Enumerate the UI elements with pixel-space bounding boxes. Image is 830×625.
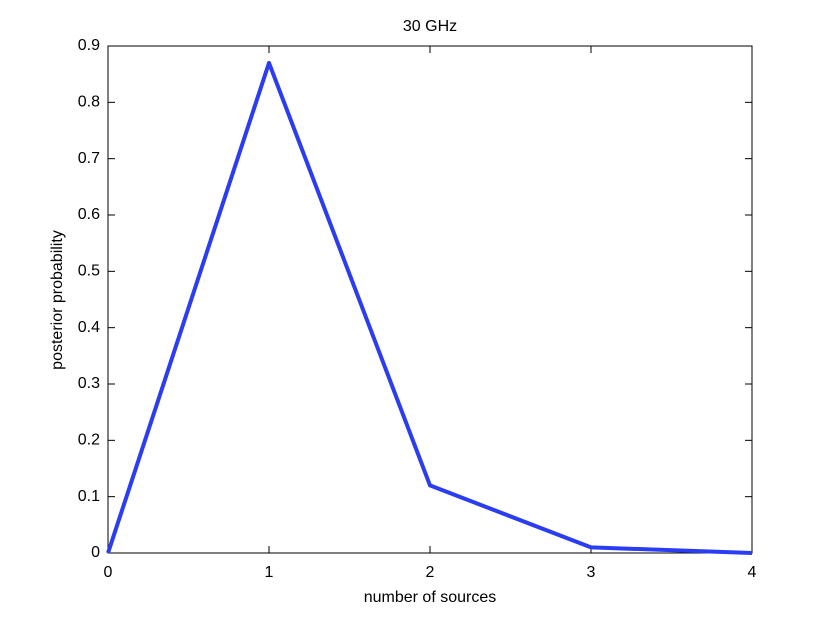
y-tick-label: 0.4	[78, 319, 100, 336]
x-tick-label: 0	[104, 564, 113, 581]
y-tick-label: 0.8	[78, 94, 100, 111]
x-tick-label: 2	[426, 564, 435, 581]
x-tick-label: 4	[748, 564, 757, 581]
y-tick-label: 0.1	[78, 488, 100, 505]
y-tick-label: 0.9	[78, 37, 100, 54]
x-tick-label: 3	[587, 564, 596, 581]
y-tick-label: 0.6	[78, 206, 100, 223]
y-tick-label: 0.7	[78, 150, 100, 167]
y-tick-label: 0.2	[78, 432, 100, 449]
data-line	[106, 60, 753, 555]
y-tick-label: 0	[91, 544, 100, 561]
x-axis-label: number of sources	[364, 589, 497, 606]
y-tick-label: 0.3	[78, 375, 100, 392]
y-axis-label: posterior probability	[49, 230, 66, 370]
chart-title: 30 GHz	[403, 18, 457, 35]
x-tick-label: 1	[265, 564, 274, 581]
y-tick-label: 0.5	[78, 263, 100, 280]
